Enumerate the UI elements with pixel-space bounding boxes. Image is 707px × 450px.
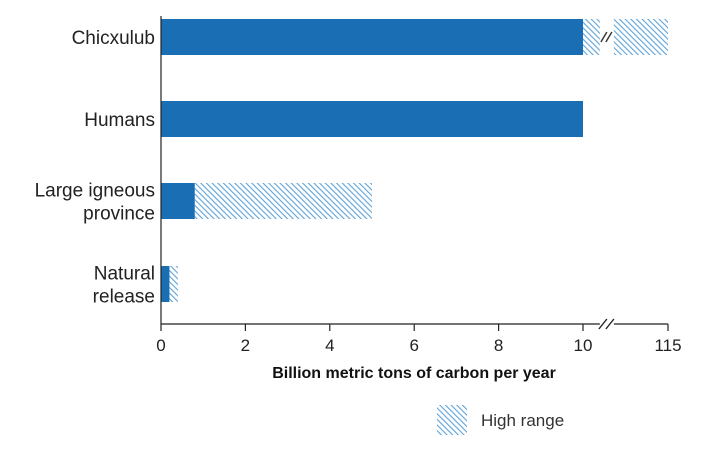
legend: High range: [437, 405, 564, 435]
legend-label-high-range: High range: [481, 411, 564, 430]
x-tick-label-6: 6: [409, 336, 418, 355]
bar-low-chicxulub: [161, 19, 583, 55]
x-tick-label-8: 8: [494, 336, 503, 355]
bar-break-mark: [600, 31, 613, 43]
x-axis-break-mark: [598, 318, 615, 330]
bar-low-large-igneous-province: [161, 183, 195, 219]
x-axis-title: Billion metric tons of carbon per year: [272, 365, 556, 382]
x-axis: 0 2 4 6 8 10 115: [156, 16, 682, 355]
category-labels: Chicxulub Humans Large igneous province Natu…: [35, 28, 155, 308]
category-label-natural-release: Natural release: [93, 264, 155, 308]
x-tick-label-2: 2: [241, 336, 250, 355]
bar-low-humans: [161, 101, 583, 137]
bar-high-natural-release: [169, 266, 178, 302]
x-tick-label-4: 4: [325, 336, 334, 355]
bars-layer: [161, 19, 668, 302]
category-label-chicxulub: Chicxulub: [72, 28, 155, 49]
category-label-large-igneous-province: Large igneous province: [35, 181, 155, 225]
bar-low-natural-release: [161, 266, 170, 302]
bar-high-chicxulub-continued: [613, 19, 668, 55]
x-tick-label-10: 10: [574, 336, 593, 355]
x-tick-label-115: 115: [654, 336, 681, 355]
bar-high-large-igneous-province: [194, 183, 372, 219]
category-label-humans: Humans: [84, 110, 155, 131]
bar-high-chicxulub: [583, 19, 600, 55]
legend-swatch-high-range: [437, 405, 467, 435]
x-tick-label-0: 0: [156, 336, 165, 355]
